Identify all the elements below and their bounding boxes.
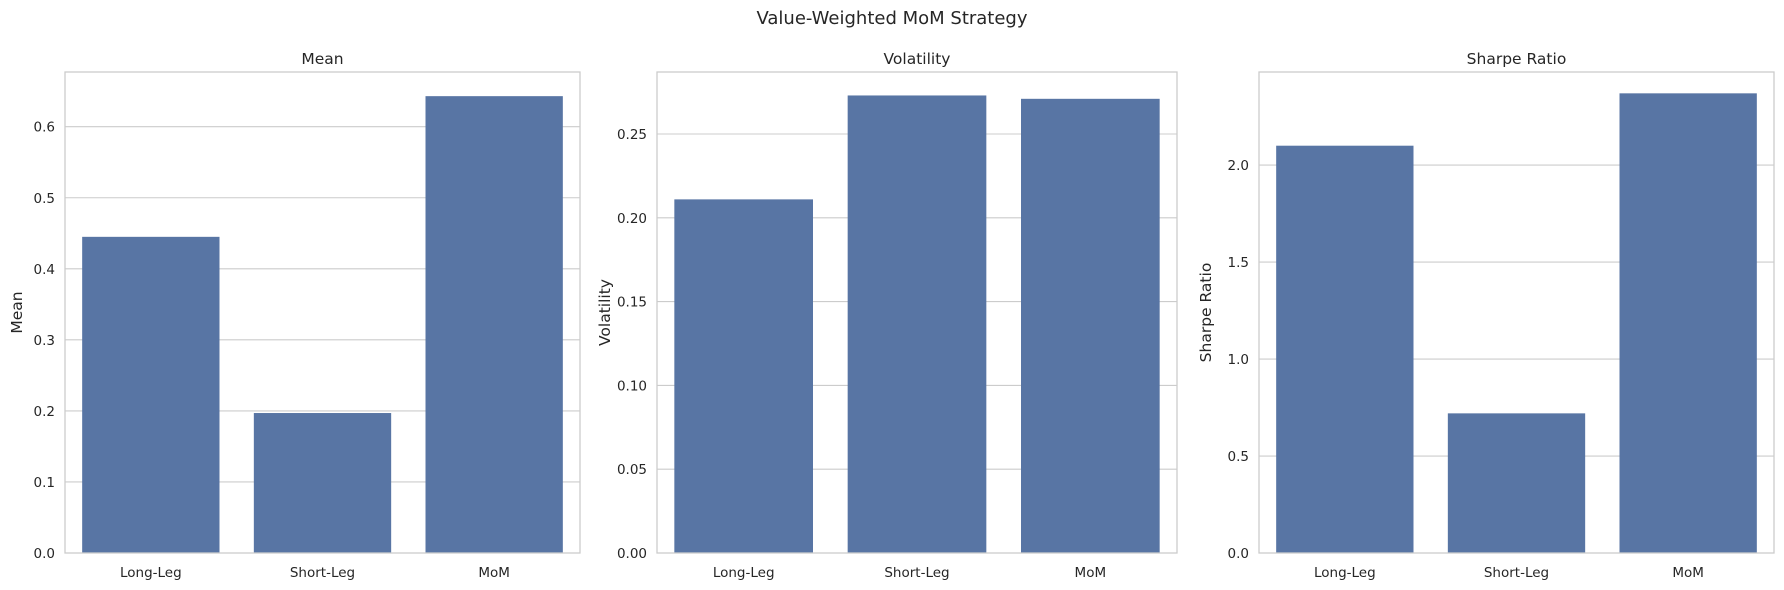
x-tick-label: Long-Leg bbox=[120, 565, 182, 581]
y-tick-label: 0.5 bbox=[1228, 449, 1249, 465]
y-tick-label: 1.0 bbox=[1228, 352, 1249, 368]
y-tick-label: 0.0 bbox=[1228, 546, 1249, 562]
x-tick-label: Long-Leg bbox=[1314, 565, 1376, 581]
y-tick-label: 0.10 bbox=[617, 378, 647, 394]
x-tick-label: MoM bbox=[478, 565, 510, 581]
axes-frame bbox=[64, 71, 581, 554]
bar-short-leg bbox=[847, 95, 987, 554]
panel-title: Volatility bbox=[884, 50, 951, 68]
y-tick-label: 0.2 bbox=[34, 404, 55, 420]
bar-long-leg bbox=[674, 199, 813, 554]
x-tick-label: Long-Leg bbox=[713, 565, 775, 581]
bar-short-leg bbox=[1447, 413, 1586, 553]
panel-3: 0.0 0.5 1.0 1.5 2.0 Long-Leg Short-Leg MoM Sharp… bbox=[1197, 50, 1775, 581]
y-tick-label: 0.20 bbox=[617, 211, 647, 227]
panel-2: 0.00 0.05 0.10 0.15 0.20 0.25 Long-Leg Short-Le… bbox=[596, 50, 1178, 581]
figure-title: Value-Weighted MoM Strategy bbox=[756, 8, 1027, 29]
x-tick-label: MoM bbox=[1075, 565, 1107, 581]
x-tick-label: Short-Leg bbox=[884, 565, 949, 581]
panel-title: Sharpe Ratio bbox=[1467, 50, 1567, 68]
bar-short-leg bbox=[253, 413, 392, 553]
y-tick-label: 0.1 bbox=[34, 475, 55, 491]
y-tick-label: 1.5 bbox=[1228, 255, 1249, 271]
y-tick-label: 0.5 bbox=[34, 191, 55, 207]
bar-mom bbox=[1619, 93, 1757, 553]
axes-frame bbox=[1258, 71, 1775, 554]
y-tick-label: 0.15 bbox=[617, 295, 647, 311]
y-tick-label: 0.4 bbox=[34, 262, 55, 278]
y-tick-label: 2.0 bbox=[1228, 158, 1249, 174]
x-tick-label: MoM bbox=[1672, 565, 1704, 581]
axes-frame bbox=[656, 71, 1178, 554]
y-tick-label: 0.0 bbox=[34, 546, 55, 562]
bar-mom bbox=[1021, 98, 1160, 553]
panel-title: Mean bbox=[301, 50, 343, 68]
y-tick-label: 0.3 bbox=[34, 333, 55, 349]
y-axis-label: Mean bbox=[8, 291, 26, 333]
x-tick-label: Short-Leg bbox=[290, 565, 355, 581]
y-tick-label: 0.25 bbox=[617, 127, 647, 143]
y-axis-label: Volatility bbox=[596, 279, 614, 346]
y-axis-label: Sharpe Ratio bbox=[1197, 263, 1215, 363]
y-tick-label: 0.05 bbox=[617, 462, 647, 478]
bar-long-leg bbox=[1276, 145, 1414, 554]
bar-mom bbox=[425, 96, 563, 554]
x-tick-label: Short-Leg bbox=[1484, 565, 1549, 581]
y-tick-label: 0.00 bbox=[617, 546, 647, 562]
bar-long-leg bbox=[82, 236, 220, 554]
y-tick-label: 0.6 bbox=[34, 120, 55, 136]
panel-1: 0.0 0.1 0.2 0.3 0.4 0.5 0.6 Long-Leg Short-Leg Mo… bbox=[8, 50, 581, 581]
